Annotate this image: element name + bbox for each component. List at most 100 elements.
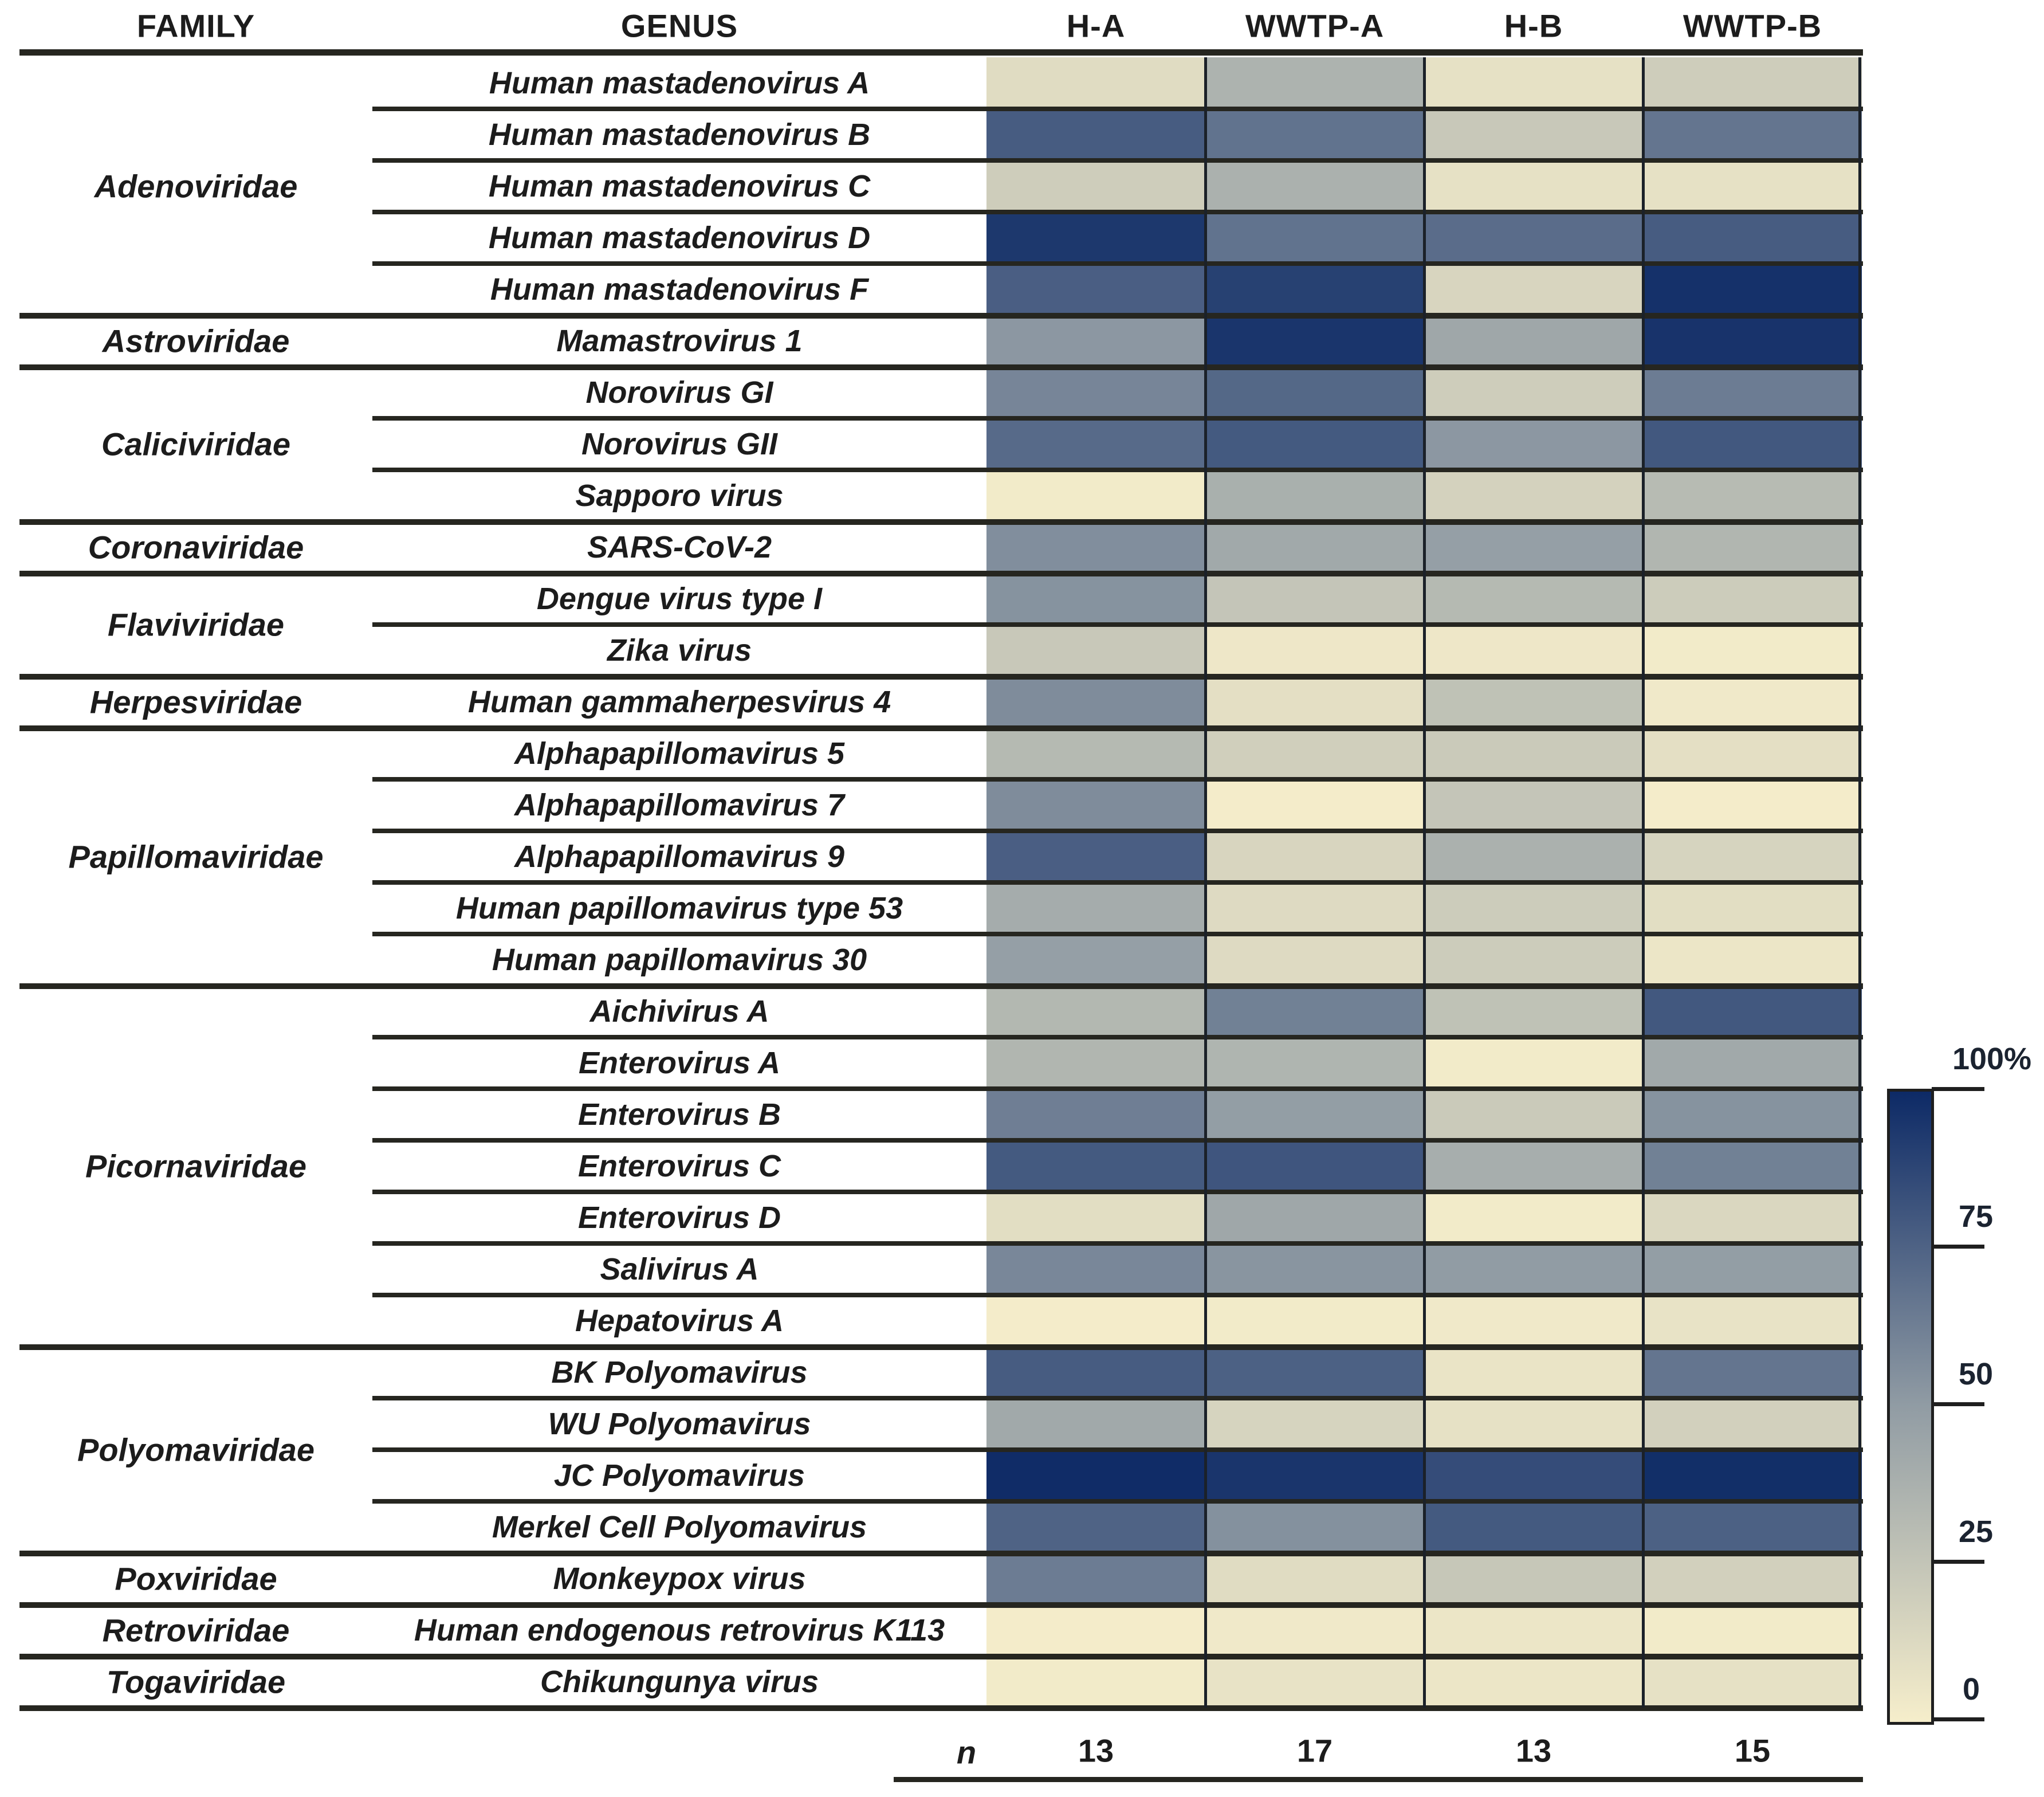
heatmap-cell <box>986 264 1205 315</box>
genus-separator-line <box>372 829 1863 833</box>
genus-label: Chikungunya virus <box>540 1665 819 1699</box>
family-separator-line <box>19 1551 1863 1556</box>
column-header-family: FAMILY <box>136 7 256 44</box>
column-divider-line <box>1423 57 1426 1708</box>
color-scale-gradient-bar <box>1887 1089 1934 1725</box>
heatmap-cell <box>986 676 1205 728</box>
heatmap-cell <box>1205 521 1424 573</box>
heatmap-cell <box>1424 1140 1643 1192</box>
heatmap-cell <box>1205 1604 1424 1656</box>
genus-separator-line <box>372 210 1863 214</box>
heatmap-cell <box>1205 1243 1424 1295</box>
genus-label: Human papillomavirus type 53 <box>455 891 903 925</box>
heatmap-cell <box>1205 212 1424 264</box>
genus-label: JC Polyomavirus <box>553 1458 805 1493</box>
family-separator-line <box>19 364 1863 370</box>
heatmap-cell <box>1643 676 1862 728</box>
family-separator-line <box>19 519 1863 525</box>
heatmap-cell <box>1424 1501 1643 1553</box>
family-label: Astroviridae <box>102 323 290 359</box>
genus-label: SARS-CoV-2 <box>587 530 772 564</box>
family-separator-line <box>19 571 1863 576</box>
genus-separator-line <box>372 1241 1863 1246</box>
heatmap-cell <box>1643 212 1862 264</box>
family-label: Retroviridae <box>102 1612 290 1649</box>
heatmap-cell <box>1424 1037 1643 1089</box>
heatmap-cell <box>1424 986 1643 1037</box>
heatmap-cell <box>1424 1089 1643 1140</box>
heatmap-cell <box>986 1604 1205 1656</box>
genus-label: Aichivirus A <box>589 994 769 1029</box>
genus-separator-line <box>372 1035 1863 1039</box>
heatmap-cell <box>986 160 1205 212</box>
genus-label: Alphapapillomavirus 7 <box>514 788 845 822</box>
family-separator-line <box>19 725 1863 731</box>
heatmap-cell <box>1643 1347 1862 1398</box>
family-label: Adenoviridae <box>94 168 298 205</box>
genus-separator-line <box>372 107 1863 111</box>
heatmap-cell <box>1643 367 1862 418</box>
heatmap-cell <box>986 1450 1205 1501</box>
heatmap-cell <box>1424 212 1643 264</box>
n-row-label: n <box>956 1734 977 1771</box>
heatmap-cell <box>1424 1604 1643 1656</box>
heatmap-cell <box>986 1398 1205 1450</box>
heatmap-cell <box>986 315 1205 367</box>
heatmap-cell <box>1424 779 1643 831</box>
heatmap-cell <box>1424 1192 1643 1243</box>
genus-separator-line <box>372 261 1863 266</box>
heatmap-cell <box>986 1501 1205 1553</box>
heatmap-cell <box>986 109 1205 160</box>
family-label: Herpesviridae <box>89 684 302 720</box>
heatmap-cell <box>1205 418 1424 470</box>
heatmap-cell <box>1205 1192 1424 1243</box>
heatmap-cell <box>1643 418 1862 470</box>
heatmap-cell <box>986 1295 1205 1347</box>
heatmap-cell <box>1205 160 1424 212</box>
heatmap-cell <box>986 1089 1205 1140</box>
heatmap-cell <box>1643 160 1862 212</box>
heatmap-cell <box>1643 934 1862 986</box>
heatmap-cell <box>1643 573 1862 625</box>
genus-separator-line <box>372 1138 1863 1143</box>
heatmap-cell <box>1205 1295 1424 1347</box>
heatmap-cell <box>1424 57 1643 109</box>
genus-label: Human gammaherpesvirus 4 <box>467 685 891 719</box>
heatmap-cell <box>1424 521 1643 573</box>
family-separator-line <box>19 1602 1863 1608</box>
heatmap-cell <box>1205 470 1424 521</box>
family-label: Papillomaviridae <box>68 838 324 875</box>
heatmap-cell <box>1424 1656 1643 1708</box>
heatmap-cell <box>1205 367 1424 418</box>
heatmap-cell <box>1205 779 1424 831</box>
genus-separator-line <box>372 416 1863 421</box>
genus-label: Enterovirus C <box>577 1149 781 1183</box>
heatmap-cell <box>986 986 1205 1037</box>
family-separator-line <box>19 983 1863 989</box>
legend-label-25: 25 <box>1958 1514 1994 1549</box>
heatmap-cell <box>1424 418 1643 470</box>
heatmap-cell <box>1643 1192 1862 1243</box>
heatmap-cell <box>986 1243 1205 1295</box>
genus-separator-line <box>372 1293 1863 1297</box>
heatmap-cell <box>1424 264 1643 315</box>
heatmap-cell <box>1643 109 1862 160</box>
legend-tick-line <box>1932 1717 1984 1721</box>
genus-label: Human mastadenovirus C <box>488 169 871 203</box>
legend-tick-line <box>1932 1087 1984 1091</box>
heatmap-cell <box>1424 367 1643 418</box>
heatmap-cell <box>1205 1347 1424 1398</box>
genus-label: Human endogenous retrovirus K113 <box>414 1613 945 1647</box>
genus-separator-line <box>372 1499 1863 1504</box>
legend-tick-line <box>1932 1245 1984 1249</box>
genus-separator-line <box>372 1396 1863 1400</box>
heatmap-cell <box>1643 728 1862 779</box>
heatmap-cell <box>986 573 1205 625</box>
heatmap-cell <box>1643 470 1862 521</box>
heatmap-cell <box>1643 882 1862 934</box>
header-underline <box>19 49 1863 56</box>
heatmap-cell <box>1205 109 1424 160</box>
column-divider-line <box>1858 57 1861 1708</box>
genus-separator-line <box>372 880 1863 885</box>
heatmap-cell <box>1643 1398 1862 1450</box>
